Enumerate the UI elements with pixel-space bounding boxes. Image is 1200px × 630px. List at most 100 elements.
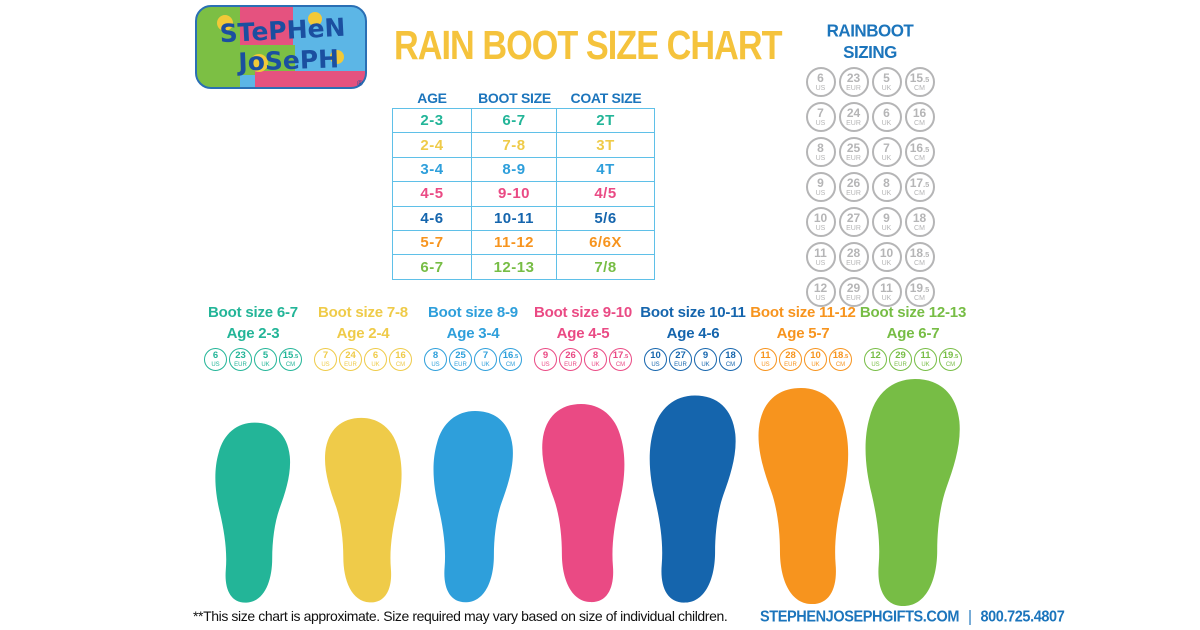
size-circle-value: 6 (372, 350, 379, 362)
table-row: 5-7 11-12 6/6X (393, 230, 654, 256)
column-size-circles: 12 US 29 EUR 11 UK 19.5 CM (858, 348, 968, 371)
size-circle-value: 9 (542, 350, 549, 362)
size-circle: 6 UK (871, 102, 902, 132)
size-circle: 7 US (314, 348, 337, 371)
table-cell-age: 6-7 (393, 255, 472, 280)
size-circle-unit: UK (881, 190, 892, 197)
size-circle-fraction: .5 (843, 354, 849, 361)
size-circle-value: 8 (592, 350, 599, 362)
size-circle-unit: CM (945, 361, 956, 368)
footprint-icon (542, 404, 625, 603)
size-circle: 18.5 CM (904, 242, 935, 272)
table-cell-boot-size: 8-9 (472, 157, 557, 183)
size-circle-fraction: .5 (953, 354, 959, 361)
age-label: Age 2-4 (336, 325, 390, 342)
size-circle: 16.5 CM (904, 137, 935, 167)
age-label: Age 5-7 (776, 325, 830, 342)
size-circle-fraction: .5 (923, 250, 930, 259)
size-circle-value: 28 (846, 246, 861, 260)
footprint-area (748, 373, 858, 609)
logo-color-patches (196, 6, 366, 88)
size-circle-value: 25 (846, 141, 861, 155)
size-circle: 6 US (204, 348, 227, 371)
size-circle: 27 EUR (838, 207, 869, 237)
size-circle: 25 EUR (838, 137, 869, 167)
table-cell-coat-size: 4T (557, 158, 654, 183)
size-circle: 11 US (805, 242, 836, 272)
size-circle-unit: UK (371, 361, 380, 368)
size-circle-value: 7 (883, 141, 890, 155)
size-circle: 5 UK (871, 67, 902, 97)
size-circle: 28 EUR (838, 242, 869, 272)
size-circle: 8 US (805, 137, 836, 167)
size-circle-unit: US (541, 361, 550, 368)
size-circle-value: 29 (846, 281, 861, 295)
footprint-area (858, 373, 968, 609)
size-circle: 17.5 CM (609, 348, 632, 371)
col-header-coat-size: COAT SIZE (570, 90, 642, 106)
boot-column: Boot size 9-10 Age 4-5 9 US 26 EUR 8 UK 17.5 CM (528, 302, 638, 609)
size-circle-unit: EUR (846, 120, 861, 127)
size-circle: 10 UK (804, 348, 827, 371)
size-circle: 11 UK (914, 348, 937, 371)
size-circle-unit: UK (881, 85, 892, 92)
size-circle-unit: EUR (846, 260, 861, 267)
size-circle: 24 EUR (838, 102, 869, 132)
size-circle: 9 US (534, 348, 557, 371)
footprint-icon (324, 417, 402, 603)
size-circle-unit: CM (914, 85, 925, 92)
boot-size-label: Boot size 7-8 (318, 304, 408, 321)
size-circle-value: 18.5 (832, 350, 849, 362)
logo-text-line1: STePHeN (219, 13, 346, 49)
size-circle-unit: EUR (564, 361, 577, 368)
column-size-circles: 10 US 27 EUR 9 UK 18 CM (638, 348, 748, 371)
size-circle-unit: UK (881, 295, 892, 302)
size-circle-unit: UK (881, 260, 892, 267)
size-circle-value: 19.5 (909, 281, 930, 295)
size-circle: 28 EUR (779, 348, 802, 371)
size-circle-unit: US (815, 190, 826, 197)
size-circle-unit: CM (914, 295, 925, 302)
sizing-row: 11 US 28 EUR 10 UK 18.5 CM (800, 242, 940, 272)
size-circle: 16.5 CM (499, 348, 522, 371)
size-circle: 7 UK (474, 348, 497, 371)
size-circle: 16 CM (389, 348, 412, 371)
table-cell-boot-size: 11-12 (472, 230, 557, 256)
size-circle-value: 16.5 (909, 141, 930, 155)
size-circle: 6 UK (364, 348, 387, 371)
size-circle-unit: UK (921, 361, 930, 368)
size-circle: 9 US (805, 172, 836, 202)
size-circle-unit: EUR (894, 361, 907, 368)
column-size-circles: 7 US 24 EUR 6 UK 16 CM (308, 348, 418, 371)
size-circle-fraction: .5 (923, 285, 930, 294)
table-cell-age: 4-6 (393, 206, 472, 231)
logo-text-line2: JoSePH (236, 44, 340, 77)
size-circle-unit: EUR (344, 361, 357, 368)
table-cell-boot-size: 9-10 (472, 182, 557, 207)
table-row: 2-4 7-8 3T (393, 133, 654, 158)
size-circle-unit: US (651, 361, 660, 368)
footprint-icon (215, 422, 291, 603)
footer-separator: | (968, 609, 972, 626)
size-circle: 11 UK (871, 277, 902, 307)
size-circle-unit: UK (701, 361, 710, 368)
sizing-row: 12 US 29 EUR 11 UK 19.5 CM (800, 277, 940, 307)
size-circle-unit: EUR (674, 361, 687, 368)
page-title: RAIN BOOT SIZE CHART (394, 22, 783, 68)
size-circle: 24 EUR (339, 348, 362, 371)
size-circle-fraction: .5 (293, 354, 299, 361)
size-circle-fraction: .5 (923, 145, 930, 154)
size-circle: 17.5 CM (904, 172, 935, 202)
size-circle: 9 UK (694, 348, 717, 371)
table-cell-boot-size: 6-7 (472, 109, 557, 134)
size-circle-unit: EUR (846, 155, 861, 162)
size-circle-value: 23 (235, 350, 246, 362)
size-circle-value: 6 (883, 106, 890, 120)
website-link[interactable]: STEPHENJOSEPHGIFTS.COM (760, 609, 960, 626)
size-circle-value: 23 (846, 71, 861, 85)
column-size-circles: 6 US 23 EUR 5 UK 15.5 CM (198, 348, 308, 371)
size-circle: 8 US (424, 348, 447, 371)
size-circle-unit: CM (725, 361, 736, 368)
size-circle: 15.5 CM (279, 348, 302, 371)
